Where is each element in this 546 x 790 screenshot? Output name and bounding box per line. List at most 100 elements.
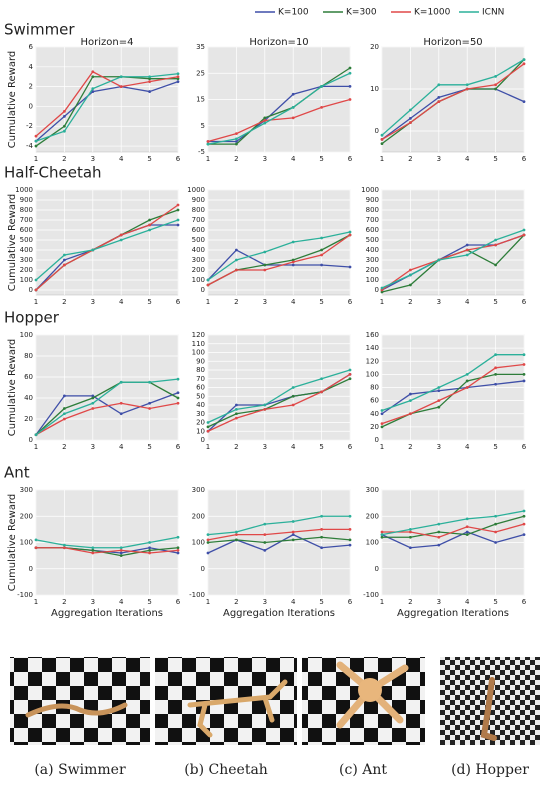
- series-line: [207, 515, 350, 536]
- y-tick-label: 400: [192, 246, 205, 254]
- point: [465, 533, 469, 537]
- point: [437, 100, 441, 103]
- point: [465, 379, 469, 383]
- y-tick-label: 600: [192, 226, 205, 234]
- x-tick-label: 6: [176, 298, 181, 306]
- point: [348, 514, 352, 518]
- point: [348, 368, 352, 372]
- x-tick-label: 1: [206, 155, 210, 163]
- y-tick-label: 120: [366, 357, 379, 365]
- y-tick-label: 100: [20, 276, 33, 284]
- point: [494, 83, 497, 87]
- point: [63, 412, 66, 416]
- y-tick-label: 40: [196, 401, 205, 409]
- point: [235, 248, 238, 252]
- x-tick-label: 5: [147, 298, 151, 306]
- point: [348, 543, 352, 547]
- y-tick-label: 50: [196, 392, 205, 400]
- point: [176, 546, 180, 550]
- point: [465, 517, 469, 521]
- point: [63, 407, 66, 410]
- point: [320, 546, 323, 550]
- point: [291, 538, 295, 542]
- series-line: [207, 373, 351, 432]
- point: [235, 538, 238, 542]
- point: [63, 124, 66, 128]
- point: [206, 538, 210, 542]
- x-tick-label: 5: [493, 298, 497, 306]
- x-tick-label: 4: [291, 443, 296, 451]
- point: [494, 372, 497, 376]
- point: [291, 520, 295, 523]
- chart-title: Horizon=10: [249, 37, 308, 48]
- x-tick-label: 2: [408, 298, 412, 306]
- x-axis-label: Aggregation Iterations: [223, 608, 335, 619]
- point: [320, 105, 323, 109]
- x-tick-label: 4: [465, 443, 470, 451]
- point: [522, 533, 526, 537]
- y-tick-label: 90: [196, 357, 205, 365]
- point: [320, 263, 323, 267]
- point: [380, 412, 384, 416]
- x-tick-label: 2: [234, 298, 238, 306]
- y-tick-label: 400: [366, 246, 379, 254]
- y-tick-label: 1000: [15, 186, 33, 194]
- point: [409, 530, 412, 534]
- point: [263, 403, 267, 407]
- point: [437, 96, 441, 99]
- plot-area: [35, 46, 179, 153]
- point: [91, 396, 95, 400]
- y-tick-label: 4: [29, 63, 34, 71]
- y-tick-label: 6: [29, 43, 34, 51]
- x-tick-label: 4: [119, 155, 124, 163]
- point: [380, 535, 384, 539]
- y-tick-label: 200: [192, 512, 205, 520]
- point: [494, 382, 497, 386]
- point: [291, 105, 295, 109]
- point: [176, 203, 180, 207]
- point: [176, 396, 180, 400]
- x-tick-label: 3: [263, 298, 267, 306]
- point: [437, 386, 441, 389]
- x-tick-label: 4: [291, 598, 296, 606]
- point: [380, 422, 384, 425]
- point: [494, 75, 497, 78]
- series-line: [35, 381, 179, 436]
- point: [119, 548, 123, 552]
- point: [63, 129, 66, 133]
- y-tick-label: 0: [375, 565, 379, 573]
- point: [206, 278, 210, 282]
- point: [63, 253, 66, 257]
- point: [380, 142, 384, 146]
- panel-caption: (a) Swimmer: [34, 762, 126, 778]
- series-line: [207, 98, 351, 143]
- panel-caption: (d) Hopper: [451, 762, 529, 778]
- point: [348, 84, 352, 88]
- y-tick-label: 400: [20, 246, 33, 254]
- series-line: [207, 369, 351, 424]
- point: [235, 132, 238, 136]
- point: [409, 117, 412, 120]
- point: [176, 208, 180, 212]
- point: [91, 70, 95, 74]
- point: [348, 538, 352, 542]
- point: [148, 77, 152, 81]
- point: [34, 134, 38, 138]
- point: [263, 268, 267, 272]
- x-tick-label: 3: [437, 155, 441, 163]
- series-line: [35, 402, 179, 436]
- point: [63, 546, 66, 550]
- x-tick-label: 2: [234, 598, 238, 606]
- point: [176, 223, 180, 227]
- point: [409, 121, 412, 124]
- y-tick-label: 10: [196, 427, 205, 435]
- series-line: [207, 72, 351, 145]
- x-tick-label: 4: [465, 155, 470, 163]
- series-line: [381, 59, 525, 136]
- y-tick-label: 140: [366, 344, 379, 352]
- legend-label: K=1000: [414, 8, 451, 18]
- point: [91, 407, 95, 410]
- x-tick-label: 5: [147, 443, 151, 451]
- point: [176, 75, 180, 79]
- y-tick-label: -100: [17, 591, 33, 599]
